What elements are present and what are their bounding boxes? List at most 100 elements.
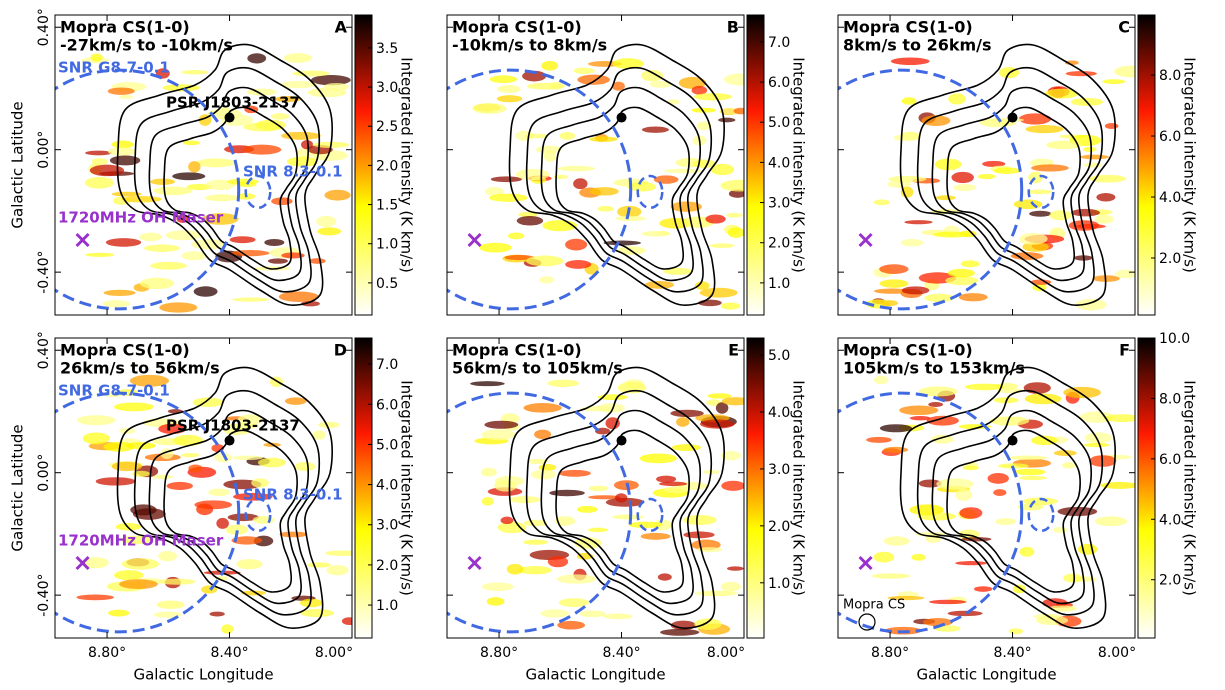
emission-texture <box>720 581 742 592</box>
emission-texture <box>111 140 135 149</box>
emission-texture <box>993 167 1021 175</box>
emission-texture <box>1114 65 1135 78</box>
emission-texture <box>1025 125 1064 134</box>
contour <box>508 366 725 629</box>
emission-texture <box>152 474 173 480</box>
maser <box>858 232 873 248</box>
emission-texture <box>918 479 942 488</box>
emission-texture <box>871 573 911 579</box>
emission-texture <box>554 516 576 526</box>
panel: Mopra CS(1-0)-27km/s to -10km/s A SNR G8.7… <box>9 8 416 316</box>
emission-texture <box>955 488 973 501</box>
emission-texture <box>139 232 163 242</box>
colorbar-tick-label: 4.0 <box>1159 512 1181 528</box>
emission-texture <box>507 232 525 240</box>
emission-texture <box>709 243 735 248</box>
x-tick-label: 8.00° <box>707 645 745 661</box>
emission-texture <box>281 252 305 259</box>
emission-texture <box>603 613 633 620</box>
emission-texture <box>977 173 996 180</box>
emission-texture <box>188 464 203 473</box>
emission-texture <box>628 521 663 529</box>
emission-texture <box>230 250 270 257</box>
emission-texture <box>508 496 541 504</box>
emission-texture <box>947 610 983 617</box>
emission-texture <box>1029 210 1052 217</box>
emission-texture <box>726 566 744 571</box>
emission-texture <box>150 261 187 270</box>
emission-texture <box>76 415 116 426</box>
maser <box>75 555 90 571</box>
contour <box>133 66 321 293</box>
x-tick-label: 8.00° <box>1098 645 1136 661</box>
emission-texture <box>565 260 592 269</box>
emission-texture <box>1023 382 1051 394</box>
emission-texture <box>257 457 287 468</box>
emission-texture <box>182 140 201 146</box>
emission-texture <box>1012 584 1026 594</box>
emission-texture <box>660 628 700 636</box>
emission-texture <box>955 561 988 566</box>
emission-texture <box>663 267 693 275</box>
emission-texture <box>283 53 313 63</box>
emission-texture <box>612 514 644 520</box>
colorbar-tick-label: 3.0 <box>768 196 790 212</box>
annotation: SNR G8.7-0.1 <box>58 59 170 77</box>
emission-texture <box>558 469 591 477</box>
emission-texture <box>143 244 180 252</box>
emission-texture <box>1008 455 1048 460</box>
emission-texture <box>486 597 505 606</box>
emission-texture <box>1018 113 1052 125</box>
emission-texture <box>721 480 744 491</box>
plot-area <box>447 43 744 311</box>
emission-texture <box>241 590 266 596</box>
panel-letter: A <box>335 18 348 37</box>
emission-texture <box>1079 411 1115 423</box>
emission-texture <box>670 201 702 212</box>
colorbar <box>746 337 765 639</box>
maser <box>467 555 482 571</box>
emission-texture <box>540 609 570 618</box>
emission-texture <box>111 191 142 197</box>
emission-texture <box>325 550 352 556</box>
emission-texture <box>158 578 196 585</box>
annotation: 1720MHz OH Maser <box>58 209 224 227</box>
emission-texture <box>720 179 744 192</box>
emission-texture <box>525 255 564 267</box>
panel-subtitle: 8km/s to 26km/s <box>843 36 992 55</box>
emission-texture <box>232 297 270 302</box>
pulsar <box>224 435 235 446</box>
contour <box>133 389 321 616</box>
emission-texture <box>310 75 351 86</box>
emission-texture <box>166 481 193 490</box>
pulsar <box>224 112 235 123</box>
emission-texture <box>627 182 657 192</box>
emission-texture <box>1062 462 1076 469</box>
emission-texture <box>683 514 717 526</box>
emission-texture <box>556 574 597 584</box>
emission-texture <box>901 97 917 105</box>
colorbar-tick-label: 1.0 <box>768 276 790 292</box>
panel: Mopra CS(1-0)26km/s to 56km/s D SNR G8.7-0… <box>9 331 416 683</box>
emission-texture <box>186 183 212 191</box>
emission-texture <box>255 119 286 131</box>
colorbar-tick-label: 1.0 <box>376 237 398 253</box>
emission-texture <box>484 420 519 429</box>
emission-texture <box>948 93 966 105</box>
emission-texture <box>931 434 954 444</box>
annotation: SNR G8.7-0.1 <box>58 382 170 400</box>
y-tick-label: -0.40° <box>36 574 52 617</box>
maser-stroke <box>75 232 90 248</box>
emission-texture <box>299 598 323 608</box>
emission-texture <box>130 504 157 516</box>
emission-texture <box>995 518 1016 526</box>
contour <box>508 43 725 306</box>
emission-texture <box>538 276 555 284</box>
emission-texture <box>181 69 209 75</box>
colorbar-tick-label: 4.0 <box>768 405 790 421</box>
snr-circle <box>447 391 633 634</box>
panel-letter: D <box>334 341 347 360</box>
x-axis-label: Galactic Longitude <box>916 666 1056 684</box>
y-tick-label: 0.00° <box>36 131 52 169</box>
maser-stroke <box>858 555 873 571</box>
